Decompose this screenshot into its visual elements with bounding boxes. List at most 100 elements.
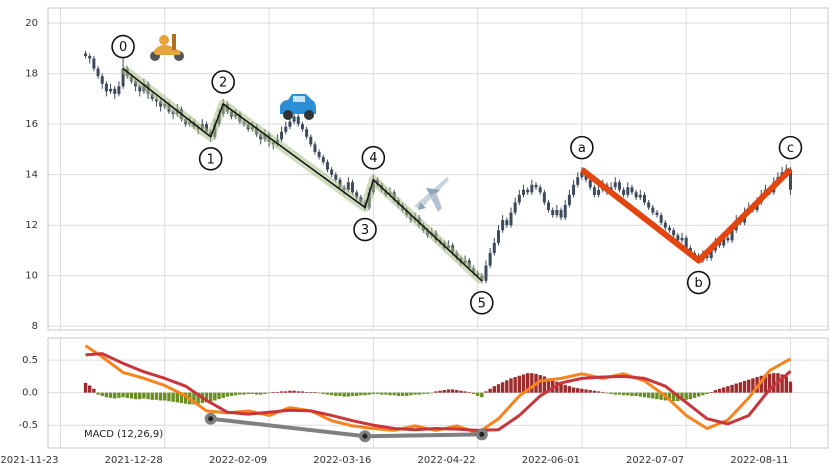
y-tick-label: 20 <box>25 18 38 29</box>
macd-bar <box>154 392 159 400</box>
macd-bar <box>742 380 747 393</box>
candle-body <box>722 237 726 246</box>
macd-bar <box>621 392 626 396</box>
macd-bar <box>167 392 171 402</box>
macd-bar <box>509 378 513 393</box>
macd-bar <box>254 392 259 395</box>
candle-body <box>313 144 317 152</box>
macd-bar <box>267 392 271 394</box>
candle-body <box>522 189 526 195</box>
candle-body <box>563 204 567 218</box>
macd-bar <box>338 392 342 396</box>
candle-body <box>580 172 584 178</box>
y-tick-label: 18 <box>25 69 38 80</box>
macd-bar <box>342 392 346 397</box>
macd-bar <box>463 391 467 393</box>
macd-bar <box>505 380 509 393</box>
macd-bar <box>588 390 592 393</box>
candle-body <box>555 210 559 216</box>
macd-bar <box>234 392 238 396</box>
candle-body <box>597 189 601 195</box>
macd-bar <box>726 386 730 393</box>
candle-body <box>718 242 722 246</box>
candle-body <box>788 169 792 190</box>
macd-bar <box>471 392 476 394</box>
macd-bar <box>521 374 526 393</box>
macd-bar <box>421 392 426 394</box>
macd-bar <box>238 392 242 395</box>
candle-body <box>676 235 680 241</box>
macd-bar <box>125 392 129 398</box>
candle-body <box>592 187 596 195</box>
candle-body <box>517 194 521 203</box>
macd-bar <box>559 383 563 393</box>
macd-bar <box>379 392 384 395</box>
macd-bar <box>496 384 501 393</box>
macd-bar <box>626 392 630 396</box>
macd-bar <box>701 392 705 396</box>
macd-tick-label: 0.0 <box>22 388 38 399</box>
macd-bar <box>638 392 642 397</box>
y-tick-label: 8 <box>32 321 38 332</box>
candle-body <box>534 184 538 188</box>
macd-bar <box>217 392 221 400</box>
macd-bar <box>659 392 663 400</box>
candle-body <box>547 202 551 211</box>
wave-marker <box>353 217 377 242</box>
macd-bar <box>208 392 213 402</box>
candle-body <box>492 242 496 253</box>
candle-body <box>567 194 571 205</box>
macd-bar <box>279 391 284 393</box>
macd-bar <box>142 392 146 399</box>
macd-bar <box>288 390 292 393</box>
y-tick-label: 10 <box>25 271 38 282</box>
macd-bar <box>175 392 180 403</box>
candle-body <box>559 210 563 218</box>
wave-label: 1 <box>207 152 215 167</box>
macd-bar <box>717 388 722 393</box>
macd-bar <box>204 392 209 403</box>
candle-body <box>709 250 713 259</box>
macd-bar <box>601 392 605 393</box>
macd-bar <box>371 392 376 394</box>
macd-bar <box>747 379 751 393</box>
macd-bar <box>442 390 446 393</box>
macd-bar <box>430 392 434 394</box>
candle-body <box>300 124 304 130</box>
candle-body <box>726 237 730 241</box>
macd-bar <box>759 375 763 393</box>
macd-bar <box>334 392 338 396</box>
macd-bar <box>684 392 688 400</box>
candle-body <box>638 194 642 198</box>
candle-body <box>96 68 100 77</box>
macd-bar <box>734 383 738 393</box>
candle-body <box>530 184 534 193</box>
macd-bar <box>409 392 413 396</box>
macd-bar <box>730 384 734 393</box>
candle-body <box>100 76 104 84</box>
candle-body <box>488 252 492 266</box>
macd-bar <box>709 392 713 393</box>
macd-bar <box>642 392 647 398</box>
macd-bar <box>646 392 651 398</box>
macd-bar <box>163 392 167 401</box>
macd-bar <box>580 388 584 393</box>
wave-marker <box>361 145 386 170</box>
wave-label: b <box>695 276 703 291</box>
macd-bar <box>92 388 96 393</box>
macd-bar <box>242 392 246 395</box>
macd-bar <box>117 392 121 398</box>
price-frame <box>47 7 829 331</box>
macd-bar <box>688 392 693 400</box>
candle-body <box>350 182 354 193</box>
candle-body <box>672 230 676 236</box>
macd-bar <box>129 392 134 399</box>
candle-body <box>634 192 638 198</box>
macd-bar <box>121 392 125 398</box>
macd-bar <box>400 392 405 396</box>
candle-body <box>526 189 530 193</box>
car-icon <box>280 94 316 120</box>
macd-bar <box>284 391 288 393</box>
plane-icon <box>414 177 449 212</box>
macd-bar <box>546 378 551 393</box>
